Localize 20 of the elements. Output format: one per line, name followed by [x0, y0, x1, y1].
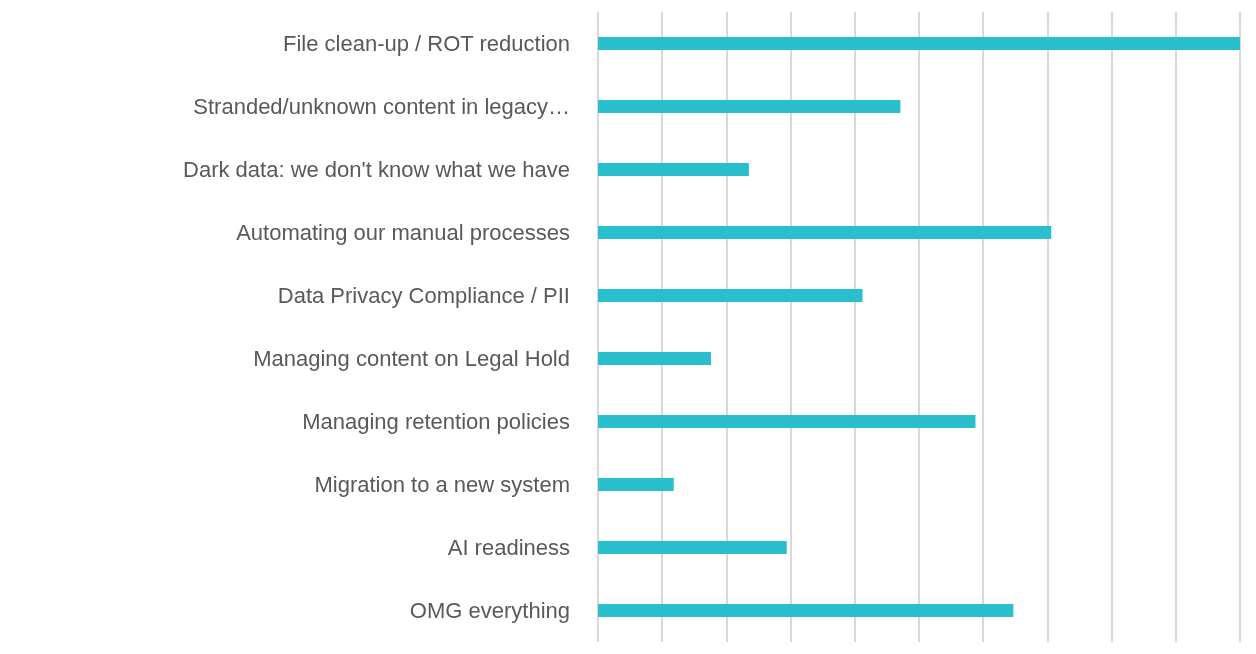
y-tick-label: Managing content on Legal Hold	[253, 346, 570, 371]
y-tick-label: Managing retention policies	[302, 409, 570, 434]
y-tick-label: Automating our manual processes	[236, 220, 570, 245]
y-tick-label: OMG everything	[409, 598, 570, 623]
y-tick-label: File clean-up / ROT reduction	[283, 31, 570, 56]
bar	[598, 226, 1052, 239]
bar	[598, 100, 901, 113]
bar	[598, 163, 749, 176]
bar	[598, 352, 711, 365]
bar	[598, 604, 1014, 617]
bar	[598, 289, 863, 302]
bar	[598, 478, 674, 491]
bar	[598, 415, 976, 428]
y-tick-label: AI readiness	[447, 535, 570, 560]
y-tick-label: Dark data: we don't know what we have	[183, 157, 570, 182]
y-tick-label: Data Privacy Compliance / PII	[277, 283, 570, 308]
y-tick-label: Stranded/unknown content in legacy…	[193, 94, 570, 119]
y-tick-label: Migration to a new system	[314, 472, 570, 497]
bar	[598, 541, 787, 554]
bar	[598, 37, 1240, 50]
